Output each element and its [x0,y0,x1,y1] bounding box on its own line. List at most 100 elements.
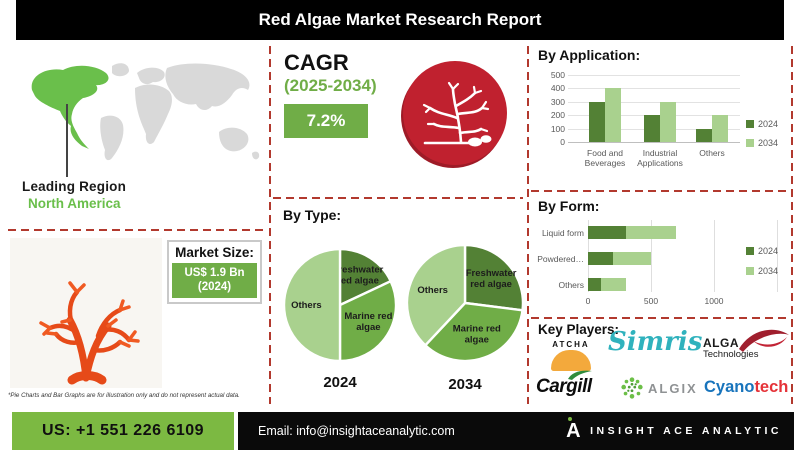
pie-slice-marine-red-algae [424,301,524,362]
category-label: Others [699,148,725,158]
pie-label: Freshwater red algae [466,268,517,290]
pie-year-2034: 2034 [448,376,482,393]
red-coral-image [10,238,162,388]
pie-label: Marine red algae [344,311,392,333]
logo-cyanotech: Cyanotech [704,378,788,397]
logo-atcha: ATCHA [546,340,596,371]
y-axis-tick: 300 [550,96,565,107]
contact-email: Email: info@insightaceanalytic.com [258,424,455,438]
cagr-label: CAGR [284,50,349,75]
contact-bar: Email: info@insightaceanalytic.com A INS… [238,412,794,450]
logo-alga-text: ALGA [703,336,739,350]
x-axis-tick: 1000 [704,296,724,306]
market-size-label: Market Size: [175,245,254,260]
x-axis-line [568,142,740,143]
bar-2024 [589,101,605,142]
divider-middle-right [527,46,529,404]
pie-chart-2034: Freshwater red algae Marine red algae Others [406,244,524,362]
legend-swatch [746,247,754,255]
red-algae-coral-icon [401,61,507,168]
bar-segment-2024 [588,252,614,265]
grid-line [651,220,652,292]
legend-swatch [746,267,754,275]
grid-line [568,75,740,76]
logo-cyanotech-text-blue: Cyano [704,378,755,396]
pie-year-2024: 2024 [323,374,357,391]
bar-2024 [644,115,660,142]
leading-region-pointer-line [66,104,68,177]
footnote: *Pie Charts and Bar Graphs are for illus… [8,392,240,399]
key-players-title: Key Players: [538,322,620,337]
bar-segment-2034 [625,226,677,239]
market-size-box: Market Size: US$ 1.9 Bn (2024) [167,240,262,304]
divider-right-horizontal-2 [531,317,787,319]
pie-slice-freshwater-red-algae [338,248,392,307]
pie-label: Freshwater red algae [333,265,384,287]
market-size-value: US$ 1.9 Bn (2024) [172,263,257,298]
x-axis-tick: 0 [585,296,591,306]
cagr-period: (2025-2034) [284,76,377,95]
logo-cargill-text: Cargill [536,376,592,397]
bar-segment-2024 [588,278,601,291]
logo-algix-dots-icon [621,377,643,399]
bar-segment-2034 [613,252,651,265]
logo-alga-subtext: Technologies [703,349,759,360]
y-axis-tick: 100 [550,123,565,134]
phone-number: US: +1 551 226 6109 [12,412,234,450]
legend-label: 2024 [758,246,779,256]
bar-2034 [660,101,676,142]
leading-region-label: Leading Region [22,179,127,194]
logo-simris: Simris [608,327,703,357]
y-axis-tick: 500 [550,70,565,80]
pie-slice-marine-red-algae [338,280,397,362]
legend-item: 2024 [746,119,778,129]
legend-item: 2034 [746,266,778,276]
world-map-icon [31,63,260,161]
bar-segment-2034 [600,278,626,291]
divider-middle-horizontal [273,197,523,199]
divider-left-middle [269,46,271,404]
grid-line [714,220,715,292]
legend-label: 2024 [758,119,779,129]
pie-label: Marine red algae [453,324,501,346]
legend-item: 2024 [746,246,778,256]
x-axis-tick: 500 [643,296,659,306]
y-axis-tick: 0 [560,137,565,147]
grid-line [777,220,778,292]
logo-atcha-dome-icon [551,350,591,371]
page-title: Red Algae Market Research Report [16,0,784,40]
bar-segment-2024 [588,226,626,239]
category-label: Industrial Applications [637,148,683,169]
legend-label: 2034 [758,266,779,276]
logo-algix-text: ALGIX [648,380,698,396]
brand-a-icon: A [566,417,582,444]
y-axis-tick: 400 [550,83,565,94]
legend-item: 2034 [746,138,778,148]
logo-alga-swoosh-icon [739,329,789,352]
by-form-chart: 0 500 1000 Liquid form Powdered… Others 2024 20… [532,212,792,312]
pie-slice-others [283,248,342,362]
row-label: Powdered… [537,254,584,264]
brand-logo: A INSIGHT ACE ANALYTIC [566,412,782,450]
logo-cyanotech-text-red: tech [754,378,789,396]
logo-alga-technologies: ALGA Technologies [703,329,793,360]
bar-2024 [696,128,712,142]
divider-left-horizontal [8,229,264,231]
grid-line [568,88,740,90]
logo-atcha-text: ATCHA [552,340,590,349]
category-label: Food and Beverages [584,148,626,169]
logo-cargill: Cargill [536,370,592,398]
brand-name: INSIGHT ACE ANALYTIC [590,425,782,437]
pie-chart-2024: Freshwater red algae Marine red algae Others [283,248,397,362]
by-application-title: By Application: [538,47,641,63]
cagr-value-badge: 7.2% [284,104,368,138]
by-form-title: By Form: [538,198,600,214]
logo-cargill-leaf-icon [568,370,592,380]
legend-label: 2034 [758,138,779,148]
grid-line [568,101,740,103]
bar-2034 [712,115,728,142]
leading-region-value: North America [28,196,121,211]
logo-algix: ALGIX [620,376,698,400]
by-application-chart: 0 100 200 300 400 500 Food and Beverages Indust… [532,62,792,188]
